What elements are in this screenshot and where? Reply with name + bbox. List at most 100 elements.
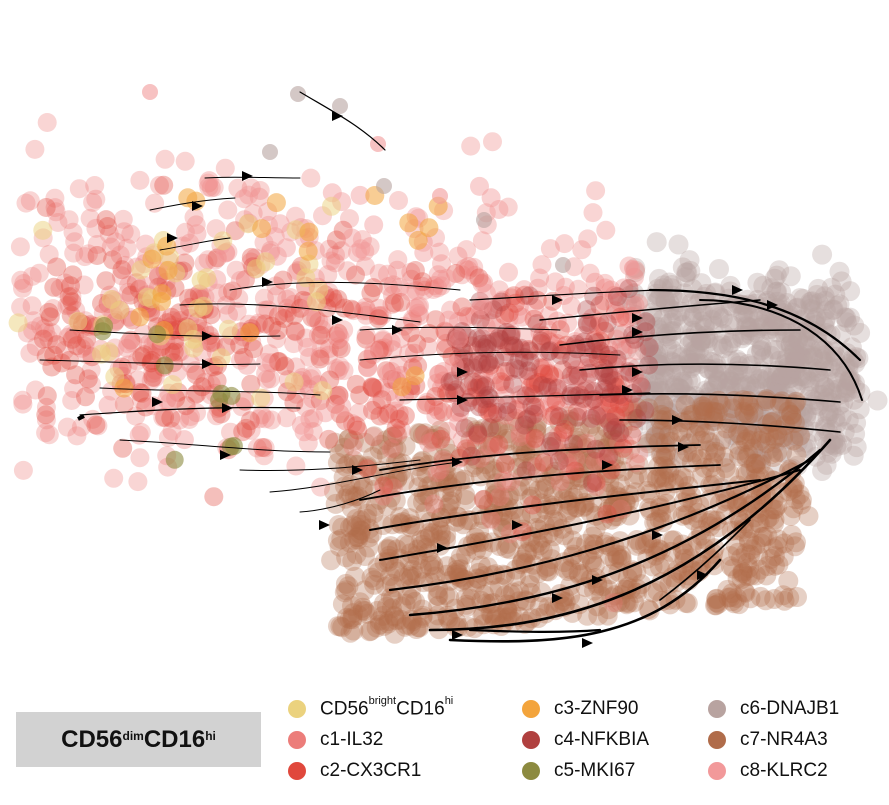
point-c2 [36, 198, 56, 217]
point-c6 [674, 283, 695, 304]
point-c6 [765, 427, 786, 447]
point-c7 [649, 509, 670, 530]
point-c7 [389, 513, 410, 533]
point-c6 [643, 338, 664, 358]
point-c7 [541, 466, 562, 487]
point-c1 [155, 149, 175, 169]
streamline [388, 458, 812, 592]
point-c2 [78, 369, 98, 389]
point-c2 [62, 292, 82, 312]
point-c7 [368, 562, 389, 583]
point-c1 [512, 307, 532, 327]
point-c1 [521, 383, 541, 403]
point-c7 [346, 508, 367, 529]
point-c6 [775, 423, 796, 444]
point-c6 [723, 362, 744, 383]
point-c7 [425, 498, 446, 519]
point-c2 [207, 248, 227, 268]
point-c4 [600, 365, 620, 385]
point-c6 [769, 376, 790, 397]
point-c7 [492, 452, 513, 473]
point-c1 [389, 191, 408, 210]
point-c7 [384, 623, 405, 644]
point-c6 [791, 405, 812, 426]
point-c6 [657, 337, 678, 358]
point-c6 [840, 281, 861, 302]
point-c7 [767, 536, 788, 557]
point-c6 [734, 445, 755, 466]
point-c1 [181, 407, 200, 426]
point-c4 [581, 408, 601, 428]
point-c6 [814, 357, 835, 378]
point-c1 [588, 316, 608, 336]
point-c6 [686, 352, 707, 373]
point-c4 [524, 404, 544, 424]
point-c1 [300, 347, 319, 367]
point-c7 [406, 545, 427, 566]
point-c6 [802, 291, 823, 312]
point-c1 [318, 265, 338, 285]
point-c6 [836, 312, 857, 333]
point-c2 [98, 217, 117, 236]
point-outlier [142, 84, 158, 100]
point-c7 [383, 437, 404, 458]
point-c7 [751, 533, 772, 554]
point-c7 [658, 425, 679, 446]
point-c7 [767, 425, 788, 446]
point-c8 [230, 271, 250, 290]
point-c7 [767, 442, 788, 463]
point-c7 [791, 490, 812, 510]
point-c7 [419, 522, 440, 543]
point-c2 [330, 404, 350, 424]
point-c2 [47, 335, 67, 355]
point-c1 [142, 341, 162, 360]
point-c1 [448, 312, 468, 331]
point-c7 [339, 609, 360, 630]
point-c7 [703, 452, 724, 473]
point-c7 [778, 481, 799, 502]
point-c6 [705, 387, 726, 408]
point-c7 [517, 542, 538, 563]
point-c7 [536, 475, 557, 496]
point-c6 [762, 375, 783, 396]
point-c7 [384, 577, 405, 598]
point-c8 [355, 241, 375, 261]
point-c7 [566, 497, 587, 518]
point-c6 [800, 294, 821, 315]
point-c6 [650, 392, 671, 413]
point-c6 [652, 309, 673, 330]
point-c6 [774, 323, 795, 344]
point-c2 [506, 293, 525, 313]
point-c1 [371, 378, 391, 398]
point-c1 [565, 366, 585, 386]
point-c7 [733, 562, 754, 583]
point-c7 [501, 603, 522, 624]
point-c2 [169, 303, 189, 323]
point-c6 [756, 370, 777, 391]
point-c6 [655, 365, 676, 386]
point-c7 [338, 429, 359, 449]
point-cd56bright [8, 313, 28, 333]
point-c2 [346, 265, 365, 285]
point-c1 [252, 405, 272, 425]
point-c7 [640, 483, 660, 504]
point-c6 [666, 344, 687, 365]
point-c6 [682, 307, 703, 328]
point-c5 [224, 437, 243, 455]
point-c7 [480, 508, 501, 529]
point-c6 [752, 408, 773, 429]
point-c7 [715, 458, 736, 479]
point-c7 [638, 599, 659, 620]
streamline [408, 448, 822, 617]
point-c6 [646, 283, 667, 304]
point-c6 [720, 410, 740, 431]
point-c7 [646, 469, 667, 490]
point-c7 [392, 453, 413, 474]
point-c7 [509, 581, 530, 602]
point-c1 [426, 406, 446, 426]
point-c7 [580, 502, 601, 523]
streamline [648, 288, 862, 362]
point-c7 [515, 424, 536, 445]
point-c7 [582, 526, 603, 547]
point-c1 [81, 374, 101, 394]
